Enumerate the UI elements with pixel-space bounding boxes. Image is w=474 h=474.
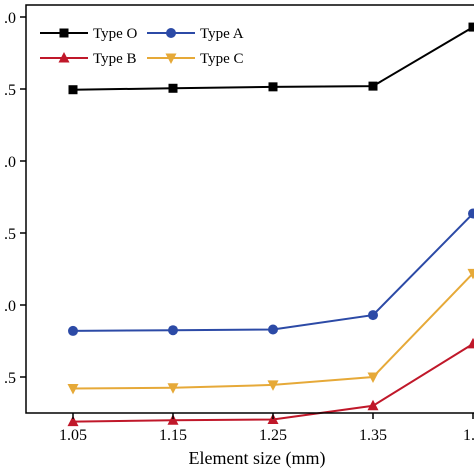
data-point-type-o xyxy=(268,82,278,92)
y-tick-label: .0 xyxy=(4,298,16,315)
legend-marker-type-o xyxy=(59,28,69,38)
y-tick-label: .5 xyxy=(4,82,16,99)
y-tick-label: .0 xyxy=(4,154,16,171)
x-tick-label: 1.15 xyxy=(159,427,187,444)
data-point-type-a xyxy=(268,324,278,335)
data-point-type-b xyxy=(367,399,379,411)
data-point-type-c xyxy=(267,380,279,391)
data-point-type-o xyxy=(368,81,378,91)
legend-label-type-c: Type C xyxy=(200,51,244,67)
y-tick-label: .5 xyxy=(4,226,16,243)
series-line-type-a xyxy=(72,212,474,332)
data-point-type-c xyxy=(167,383,179,394)
legend-marker-type-b xyxy=(58,52,70,63)
data-point-type-c xyxy=(67,384,79,395)
data-point-type-o xyxy=(168,83,178,93)
data-point-type-b xyxy=(167,414,179,425)
data-point-type-a xyxy=(68,325,78,336)
data-point-type-b xyxy=(467,337,474,349)
x-axis-title: Element size (mm) xyxy=(189,448,326,469)
data-point-type-a xyxy=(168,325,178,336)
data-point-type-o xyxy=(468,22,474,32)
axis-ticks: 1.05 1.15 1.25 1.35 1.4 .5 .0 .5 .0 .5 .0 xyxy=(4,10,474,444)
legend-label-type-b: Type B xyxy=(93,51,137,67)
data-point-type-a xyxy=(468,208,474,219)
data-point-type-c xyxy=(367,372,379,383)
chart-marks xyxy=(67,22,474,427)
y-tick-label: .0 xyxy=(4,10,16,27)
data-point-type-b xyxy=(67,415,79,427)
x-tick-label: 1.25 xyxy=(259,427,287,444)
legend-marker-type-a xyxy=(166,28,176,38)
data-point-type-o xyxy=(68,85,78,95)
legend: Type O Type A Type B Type C xyxy=(40,26,244,67)
legend-label-type-o: Type O xyxy=(93,26,138,42)
y-tick-label: .5 xyxy=(4,370,16,387)
legend-label-type-a: Type A xyxy=(200,26,244,42)
plot-frame xyxy=(25,4,474,414)
x-tick-label: 1.35 xyxy=(359,427,387,444)
data-point-type-c xyxy=(467,268,474,280)
x-tick-label: 1.4 xyxy=(463,427,474,444)
x-tick-label: 1.05 xyxy=(59,427,87,444)
data-point-type-a xyxy=(368,310,378,321)
legend-marker-type-c xyxy=(165,53,177,64)
